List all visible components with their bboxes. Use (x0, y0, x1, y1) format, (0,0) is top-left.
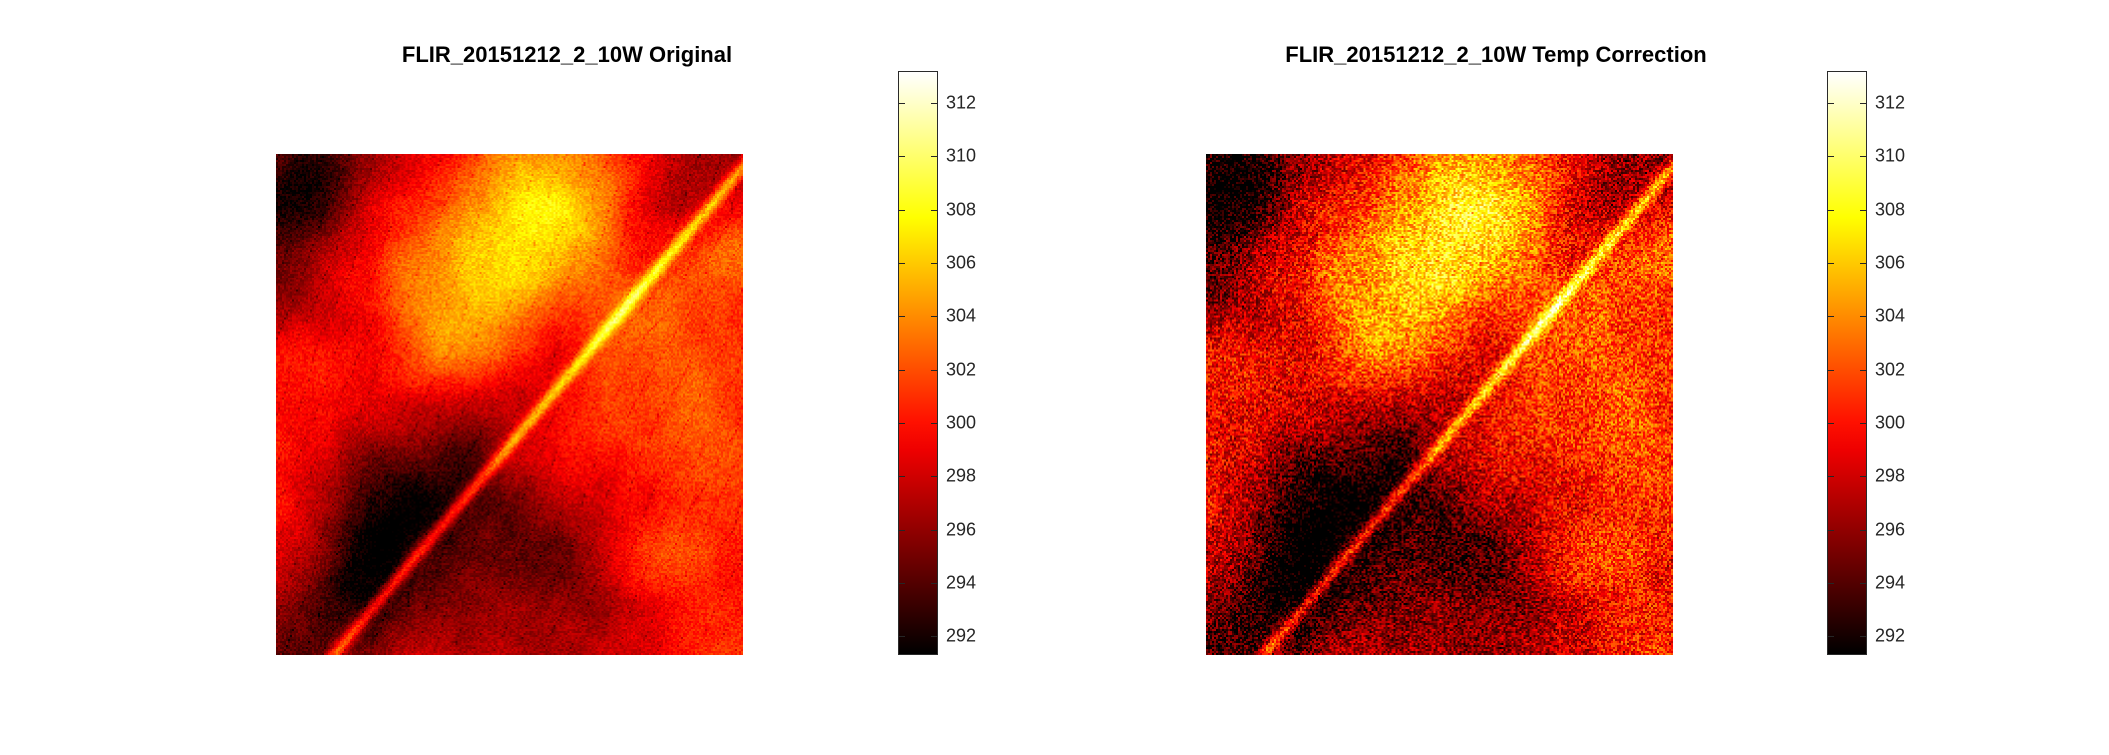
colorbar-tick-label: 294 (946, 572, 977, 593)
heatmap-image (1206, 154, 1673, 655)
colorbar-tick-label: 292 (1875, 625, 1906, 646)
colorbar-tick-label: 300 (946, 412, 977, 433)
colorbar-tick-label: 298 (1875, 465, 1906, 486)
colorbar (1827, 71, 1867, 655)
chart-title: FLIR_20151212_2_10W Temp Correction (1285, 42, 1707, 67)
colorbar-tick-label: 304 (946, 305, 977, 326)
colorbar-tick-label: 306 (1875, 252, 1906, 273)
heatmap-plot (1206, 154, 1673, 655)
heatmap-image (276, 154, 743, 655)
colorbar-tick-label: 306 (946, 252, 977, 273)
colorbar-tick-label: 292 (946, 625, 977, 646)
colorbar (898, 71, 938, 655)
colorbar-tick-label: 296 (1875, 519, 1906, 540)
colorbar-tick-label: 308 (1875, 199, 1906, 220)
colorbar-tick-label: 302 (1875, 359, 1906, 380)
colorbar-gradient (1828, 72, 1866, 654)
colorbar-tick-label: 296 (946, 519, 977, 540)
chart-title: FLIR_20151212_2_10W Original (401, 42, 733, 67)
colorbar-tick-label: 302 (946, 359, 977, 380)
colorbar-tick-label: 304 (1875, 305, 1906, 326)
colorbar-tick-label: 312 (1875, 92, 1906, 113)
colorbar-tick-label: 312 (946, 92, 977, 113)
colorbar-tick-label: 294 (1875, 572, 1906, 593)
heatmap-plot (276, 154, 743, 655)
colorbar-tick-label: 310 (946, 145, 977, 166)
colorbar-tick-label: 298 (946, 465, 977, 486)
colorbar-gradient (899, 72, 937, 654)
colorbar-tick-label: 308 (946, 199, 977, 220)
colorbar-tick-label: 300 (1875, 412, 1906, 433)
colorbar-tick-label: 310 (1875, 145, 1906, 166)
